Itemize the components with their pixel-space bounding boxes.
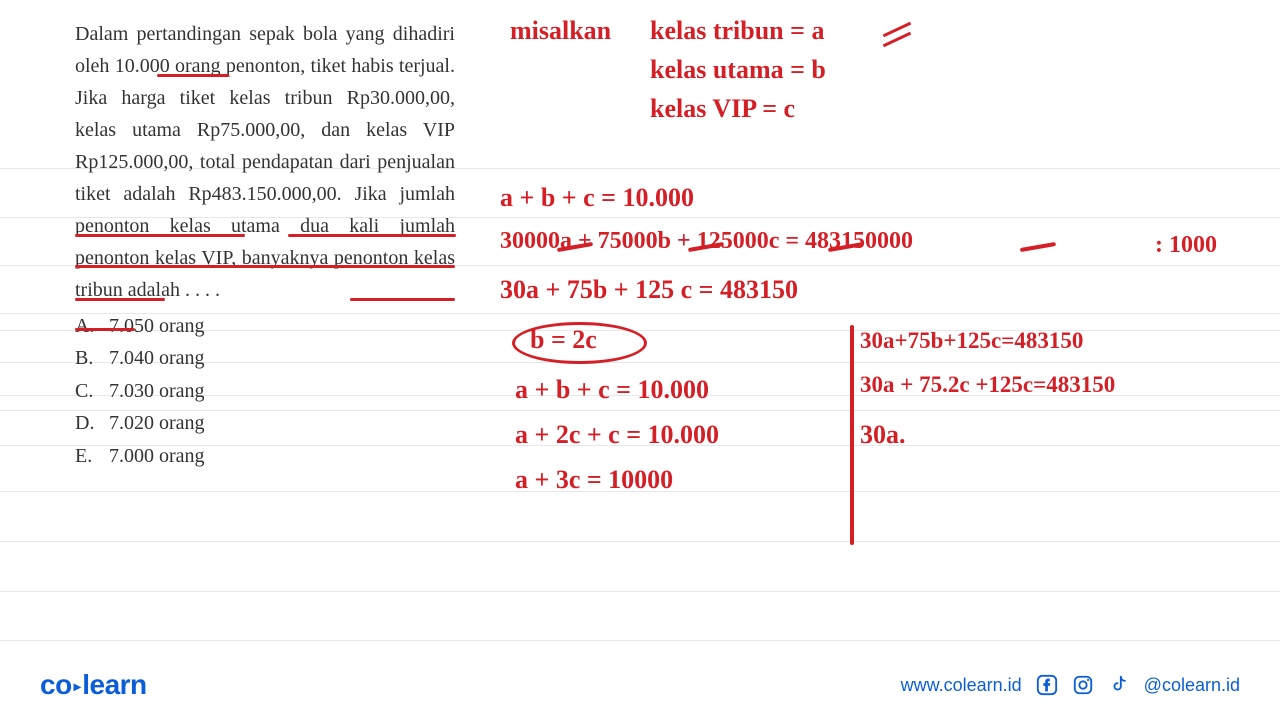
problem-text: Dalam pertandingan sepak bola yang dihad… [75,18,455,306]
hw-def1: kelas tribun = a [650,16,824,46]
option-a: A. 7.050 orang [75,310,455,342]
footer-url: www.colearn.id [901,675,1022,696]
logo: co▸learn [40,669,147,701]
option-c: C. 7.030 orang [75,375,455,407]
hw-def3: kelas VIP = c [650,94,795,124]
underline-kelas-utama [75,265,455,268]
tiktok-icon [1108,674,1130,696]
underline-10000 [157,74,229,77]
hw-eq1: a + b + c = 10.000 [500,183,694,213]
underline-jumlah [288,234,456,237]
option-b: B. 7.040 orang [75,342,455,374]
facebook-icon [1036,674,1058,696]
hw-eq4-circle [512,322,647,364]
strike-000-4 [1020,242,1056,252]
underline-kelas-vip [75,298,165,301]
problem-text-block: Dalam pertandingan sepak bola yang dihad… [75,18,455,472]
footer-right: www.colearn.id @colearn.id [901,674,1240,696]
hw-right2: 30a + 75.2c +125c=483150 [860,372,1115,398]
footer-handle: @colearn.id [1144,675,1240,696]
hw-eq6: a + 2c + c = 10.000 [515,420,719,450]
option-e: E. 7.000 orang [75,440,455,472]
instagram-icon [1072,674,1094,696]
hw-def2: kelas utama = b [650,55,826,85]
hw-vline [850,325,854,545]
footer: co▸learn www.colearn.id @colearn.id [0,660,1280,720]
underline-kelas-tribun [350,298,455,301]
hw-right3: 30a. [860,420,906,450]
hw-misalkan: misalkan [510,16,611,46]
hw-eq5: a + b + c = 10.000 [515,375,709,405]
underline-adalah [75,328,135,331]
hw-eq3: 30a + 75b + 125 c = 483150 [500,275,798,305]
hw-eq2-div: : 1000 [1155,232,1217,259]
hw-right1: 30a+75b+125c=483150 [860,328,1083,354]
underline-rp [75,234,245,237]
logo-dot-icon: ▸ [72,678,83,694]
option-d: D. 7.020 orang [75,407,455,439]
hw-eq7: a + 3c = 10000 [515,465,673,495]
answer-options: A. 7.050 orang B. 7.040 orang C. 7.030 o… [75,310,455,472]
